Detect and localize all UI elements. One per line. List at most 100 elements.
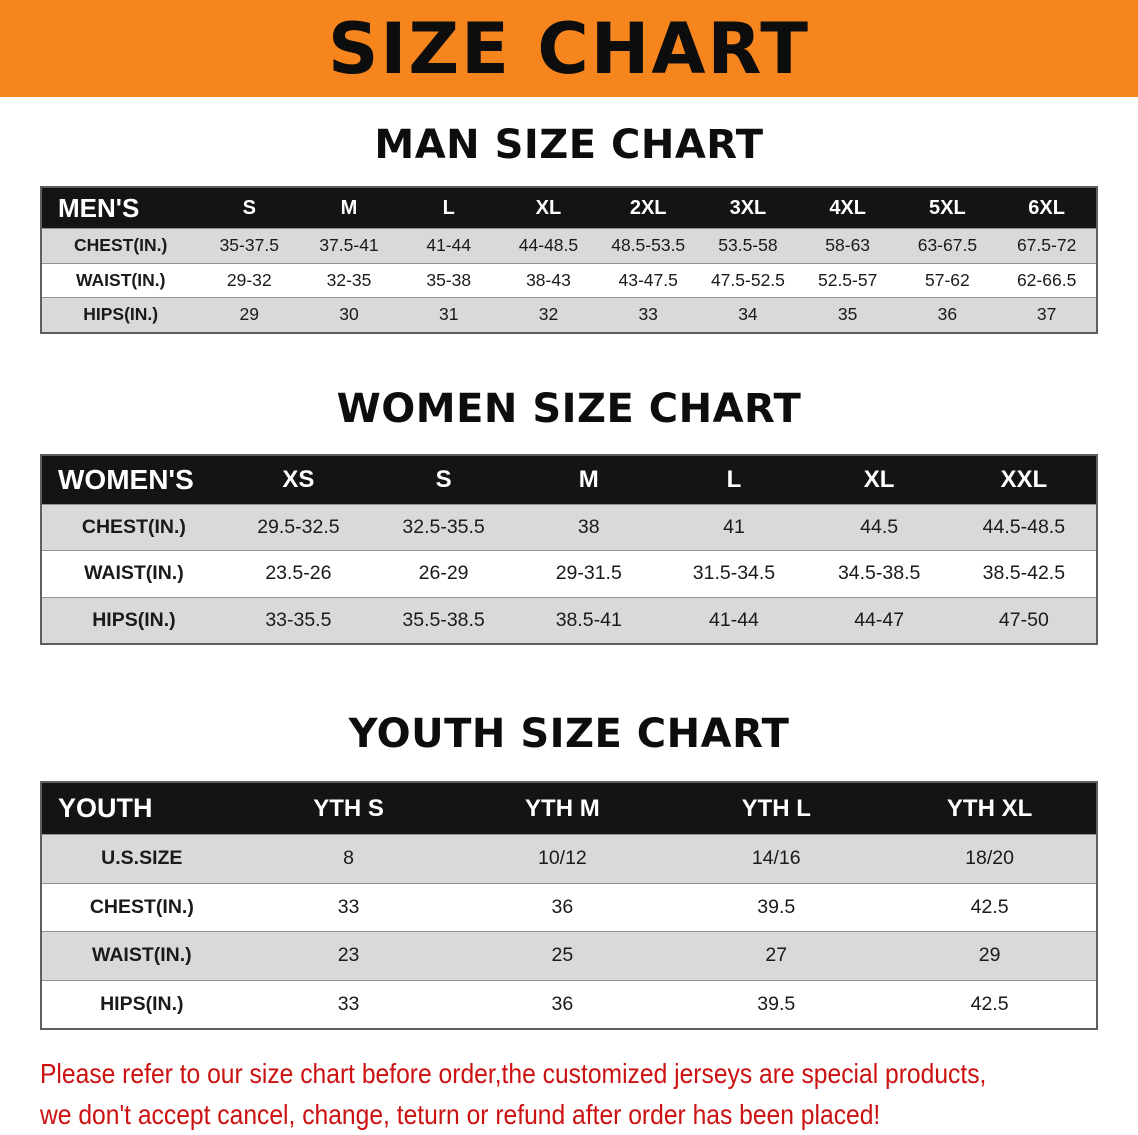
womens-cell: 38	[577, 515, 600, 538]
man-size-chart-heading: MAN SIZE CHART	[374, 122, 764, 168]
man-size-chart-section: MAN SIZE CHART MEN'S S M L XL 2XL 3XL 4XL 5XL 6XL…	[0, 122, 1138, 334]
youth-row-label: WAIST(IN.)	[91, 944, 192, 966]
womens-column-header: M	[516, 454, 662, 504]
youth-header-row: YOUTH YTH S YTH M YTH L YTH XL	[41, 782, 1097, 835]
youth-cell: 18/20	[965, 847, 1014, 869]
womens-row-label: WAIST(IN.)	[84, 562, 184, 584]
youth-table-row: U.S.SIZE 8 10/12 14/16 18/20	[41, 834, 1097, 883]
disclaimer-text: Please refer to our size chart before or…	[40, 1054, 1098, 1135]
womens-cell: 32.5-35.5	[402, 515, 485, 538]
women-size-chart-section: WOMEN SIZE CHART WOMEN'S XS S M L XL XXL CHEST(…	[0, 385, 1138, 645]
womens-cell: 29-31.5	[555, 562, 622, 584]
youth-cell: 29	[978, 944, 1001, 966]
mens-cell: 52.5-57	[817, 269, 878, 290]
disclaimer-line-2: we don't accept cancel, change, teturn o…	[40, 1098, 881, 1130]
youth-column-header: YTH M	[455, 782, 670, 835]
mens-column-header: 3XL	[698, 187, 798, 229]
womens-table-wrap: WOMEN'S XS S M L XL XXL CHEST(IN.) 29.5-32.5 32.5…	[0, 453, 1138, 645]
womens-cell: 26-29	[418, 562, 469, 584]
banner: SIZE CHART	[0, 0, 1138, 97]
mens-cell: 47.5-52.5	[710, 269, 785, 290]
mens-column-header: 5XL	[897, 187, 998, 229]
womens-column-header: XS	[225, 454, 371, 504]
mens-cell: 58-63	[825, 235, 871, 255]
mens-cell: 35-38	[426, 269, 472, 290]
womens-cell: 44.5-48.5	[982, 515, 1066, 538]
mens-column-header: 4XL	[797, 187, 898, 229]
womens-table-row: WAIST(IN.) 23.5-26 26-29 29-31.5 31.5-34.5 34…	[41, 550, 1097, 597]
womens-cell: 33-35.5	[265, 608, 332, 631]
womens-table-name: WOMEN'S	[41, 454, 226, 504]
youth-column-header: YTH L	[669, 782, 884, 835]
womens-column-header: XXL	[951, 454, 1097, 504]
womens-cell: 41-44	[709, 608, 759, 631]
youth-row-label: CHEST(IN.)	[89, 895, 194, 918]
youth-table-row: WAIST(IN.) 23 25 27 29	[41, 931, 1097, 980]
womens-column-header: S	[370, 454, 517, 504]
womens-header-row: WOMEN'S XS S M L XL XXL	[41, 454, 1097, 504]
youth-row-label: U.S.SIZE	[101, 847, 183, 869]
mens-cell: 37	[1036, 304, 1057, 324]
womens-row-label: CHEST(IN.)	[81, 515, 186, 538]
youth-table-row: CHEST(IN.) 33 36 39.5 42.5	[41, 883, 1097, 932]
womens-cell: 41	[723, 515, 745, 538]
mens-cell: 32-35	[326, 269, 372, 290]
mens-cell: 36	[937, 304, 958, 324]
women-size-chart-heading: WOMEN SIZE CHART	[336, 385, 802, 432]
mens-cell: 67.5-72	[1016, 235, 1077, 255]
mens-size-table: MEN'S S M L XL 2XL 3XL 4XL 5XL 6XL CHEST(IN.) 35-37…	[40, 186, 1098, 334]
mens-column-header: 6XL	[997, 187, 1097, 229]
mens-cell: 62-66.5	[1016, 269, 1077, 290]
womens-column-header: L	[661, 454, 807, 504]
youth-cell: 36	[551, 895, 574, 918]
mens-cell: 35-37.5	[219, 235, 279, 255]
youth-column-header: YTH S	[241, 782, 456, 835]
womens-cell: 34.5-38.5	[837, 562, 921, 584]
womens-cell: 23.5-26	[265, 562, 332, 584]
youth-cell: 14/16	[751, 847, 801, 869]
youth-cell: 36	[551, 992, 574, 1015]
youth-column-header: YTH XL	[883, 782, 1097, 835]
mens-cell: 32	[538, 304, 559, 324]
youth-table-name: YOUTH	[41, 782, 242, 835]
mens-cell: 38-43	[526, 269, 571, 290]
youth-size-table: YOUTH YTH S YTH M YTH L YTH XL U.S.SIZE 8 10/12…	[40, 781, 1098, 1030]
womens-cell: 47-50	[998, 608, 1049, 631]
womens-cell: 31.5-34.5	[692, 562, 776, 584]
youth-cell: 42.5	[970, 895, 1009, 918]
youth-cell: 8	[343, 847, 354, 869]
mens-column-header: XL	[498, 187, 599, 229]
mens-cell: 33	[638, 304, 658, 324]
youth-table-row: HIPS(IN.) 33 36 39.5 42.5	[41, 980, 1097, 1029]
womens-table-row: HIPS(IN.) 33-35.5 35.5-38.5 38.5-41 41-44 44-…	[41, 597, 1097, 644]
mens-cell: 63-67.5	[917, 235, 978, 255]
youth-cell: 25	[551, 944, 574, 966]
mens-cell: 37.5-41	[319, 235, 379, 255]
womens-cell: 38.5-41	[555, 608, 622, 631]
mens-table-row: CHEST(IN.) 35-37.5 37.5-41 41-44 44-48.5 48.5…	[41, 228, 1097, 263]
mens-cell: 43-47.5	[618, 269, 678, 290]
mens-row-label: HIPS(IN.)	[83, 304, 159, 324]
mens-cell: 57-62	[925, 269, 970, 290]
mens-row-label: CHEST(IN.)	[74, 235, 168, 255]
mens-cell: 48.5-53.5	[611, 235, 686, 255]
womens-table-row: CHEST(IN.) 29.5-32.5 32.5-35.5 38 41 44.5 44.5…	[41, 504, 1097, 551]
youth-cell: 39.5	[757, 992, 796, 1015]
youth-size-chart-heading: YOUTH SIZE CHART	[348, 711, 790, 757]
mens-table-wrap: MEN'S S M L XL 2XL 3XL 4XL 5XL 6XL CHEST(IN.) 35-37…	[0, 186, 1138, 334]
mens-table-row: HIPS(IN.) 29 30 31 32 33 34 35 36 37	[41, 297, 1097, 333]
youth-row-label: HIPS(IN.)	[100, 992, 184, 1015]
banner-title: SIZE CHART	[327, 7, 811, 90]
youth-cell: 33	[337, 895, 360, 918]
mens-table-row: WAIST(IN.) 29-32 32-35 35-38 38-43 43-47.5 47.…	[41, 263, 1097, 298]
mens-cell: 30	[339, 304, 359, 324]
womens-cell: 44.5	[860, 515, 899, 538]
mens-header-row: MEN'S S M L XL 2XL 3XL 4XL 5XL 6XL	[41, 187, 1097, 229]
mens-cell: 31	[438, 304, 459, 324]
womens-row-label: HIPS(IN.)	[92, 608, 176, 631]
youth-cell: 10/12	[537, 847, 587, 869]
womens-cell: 35.5-38.5	[402, 608, 485, 631]
mens-table-name: MEN'S	[41, 187, 200, 229]
mens-cell: 34	[738, 304, 758, 324]
